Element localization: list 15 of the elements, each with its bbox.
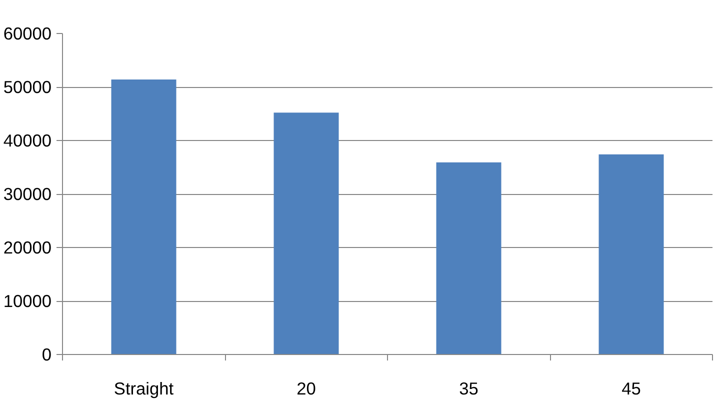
bar <box>111 80 176 354</box>
x-tick-label: 35 <box>459 378 478 398</box>
bar <box>274 112 339 354</box>
y-tick-label: 50000 <box>3 77 52 97</box>
x-tick-label: Straight <box>114 378 174 398</box>
y-tick-label: 20000 <box>3 238 52 258</box>
bar <box>436 162 502 354</box>
x-tick-label: 45 <box>622 378 641 398</box>
x-tick-label: 20 <box>296 378 316 398</box>
y-tick-label: 0 <box>42 344 52 364</box>
y-tick-label: 60000 <box>3 24 52 44</box>
y-tick-label: 10000 <box>3 291 52 311</box>
bar <box>598 154 664 354</box>
y-tick-label: 40000 <box>3 130 52 150</box>
y-tick-label: 30000 <box>3 184 52 204</box>
